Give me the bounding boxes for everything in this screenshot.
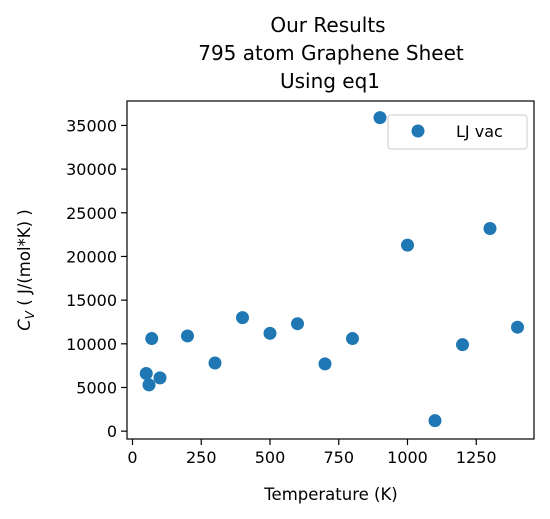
y-tick-label: 5000 <box>76 378 117 397</box>
y-axis-label-subscript: V <box>23 310 37 319</box>
legend: LJ vac <box>387 114 528 150</box>
x-tick-label: 250 <box>186 448 217 467</box>
data-point <box>181 329 194 343</box>
y-tick-label: 15000 <box>66 291 117 310</box>
y-axis: 0 5000 10000 15000 20000 25000 30000 35000 <box>66 116 127 441</box>
data-point <box>263 326 277 340</box>
data-point <box>291 317 304 331</box>
data-point <box>401 238 414 252</box>
data-point <box>139 366 153 380</box>
x-axis-label: Temperature (K) <box>263 485 397 504</box>
data-point <box>153 371 167 385</box>
x-tick-label: 500 <box>255 448 286 467</box>
y-tick-label: 20000 <box>66 247 117 266</box>
chart-title-line-1: Our Results <box>270 13 385 37</box>
y-axis-label: CV ( J/(mol*K) ) <box>15 209 37 330</box>
x-tick-label: 1000 <box>387 448 428 467</box>
data-point <box>483 222 497 236</box>
data-point <box>318 357 332 371</box>
x-axis: 0 250 500 750 1000 1250 <box>127 439 497 467</box>
data-point <box>208 356 222 370</box>
data-point <box>145 332 159 346</box>
y-tick-label: 30000 <box>66 160 117 179</box>
legend-marker <box>411 124 425 138</box>
data-point <box>142 378 156 392</box>
legend-label: LJ vac <box>456 122 503 141</box>
x-tick-label: 0 <box>127 448 137 467</box>
data-point <box>428 414 442 428</box>
legend-box <box>387 114 528 150</box>
data-point <box>511 320 524 334</box>
x-tick-label: 1250 <box>456 448 497 467</box>
data-point <box>346 332 359 346</box>
x-tick-label: 750 <box>323 448 354 467</box>
chart-title-line-3: Using eq1 <box>280 69 380 93</box>
chart-title-line-2: 795 atom Graphene Sheet <box>198 41 464 65</box>
y-axis-label-units: ( J/(mol*K) ) <box>15 209 34 311</box>
data-points <box>139 111 524 428</box>
y-tick-label: 10000 <box>66 335 117 354</box>
y-tick-label: 25000 <box>66 204 117 223</box>
y-tick-label: 0 <box>107 422 117 441</box>
data-point <box>373 111 387 125</box>
data-point <box>236 311 249 325</box>
plot-frame <box>126 100 535 440</box>
y-tick-label: 35000 <box>66 116 117 135</box>
data-point <box>456 338 469 352</box>
y-axis-label-symbol: C <box>15 319 34 331</box>
